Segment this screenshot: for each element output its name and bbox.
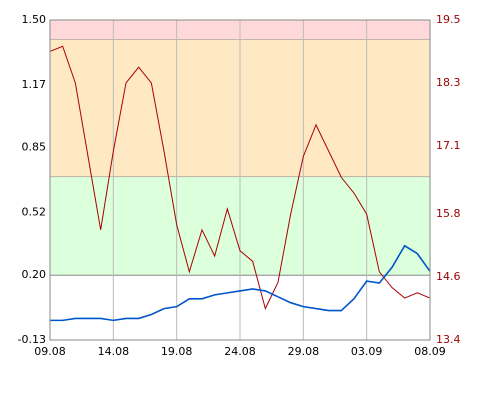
- series-line: [49, 45, 431, 310]
- y-tick-label: 0.85: [22, 141, 47, 154]
- x-tick-label: 19.08: [161, 345, 193, 358]
- x-tick-label: 09.08: [34, 345, 66, 358]
- x-tick-label: 08.09: [414, 345, 446, 358]
- x-tick-label: 29.08: [288, 345, 320, 358]
- y-tick-label: 1.50: [22, 13, 47, 26]
- x-tick-label: 24.08: [224, 345, 256, 358]
- y2-tick-label: 19.5: [436, 13, 461, 26]
- y-tick-label: 0.52: [22, 205, 47, 218]
- y2-tick-label: 14.6: [436, 270, 461, 283]
- x-tick-label: 14.08: [98, 345, 130, 358]
- x-tick-label: 03.09: [351, 345, 383, 358]
- y-tick-label: 1.17: [22, 78, 47, 91]
- y2-tick-label: 13.4: [436, 333, 461, 346]
- y2-tick-label: 15.8: [436, 207, 461, 220]
- plot-border: [49, 19, 431, 341]
- y2-tick-label: 17.1: [436, 139, 461, 152]
- y2-tick-label: 18.3: [436, 76, 461, 89]
- y-tick-label: 0.20: [22, 268, 47, 281]
- y-tick-label: -0.13: [18, 333, 46, 346]
- series-line: [50, 244, 431, 322]
